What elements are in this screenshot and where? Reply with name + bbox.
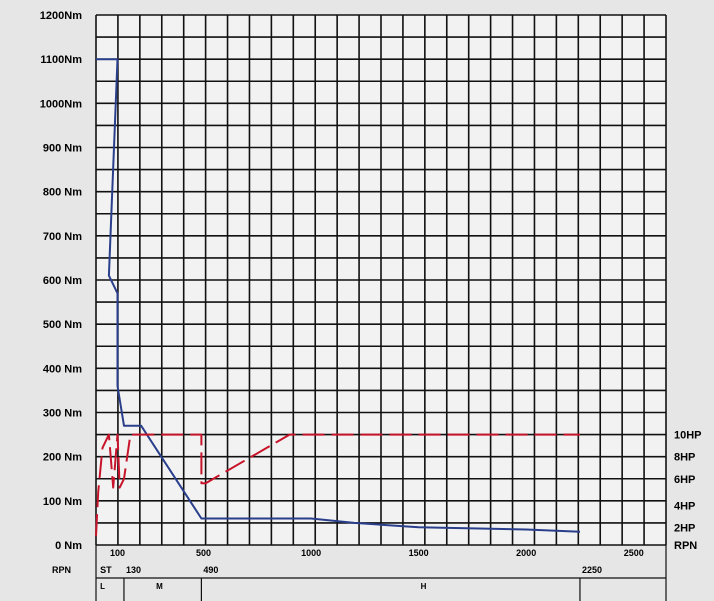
y-tick-label: 900 Nm (43, 143, 82, 155)
y-tick-label: 600 Nm (43, 275, 82, 287)
x-tick-label: 500 (196, 548, 211, 558)
y-tick-label: 1100Nm (40, 54, 82, 66)
x-tick-label: 2000 (516, 548, 536, 558)
y-tick-label: 1200Nm (40, 10, 82, 22)
y-tick-label: 200 Nm (43, 452, 82, 464)
y-tick-label: 500 Nm (43, 319, 82, 331)
y-tick-labels: 0 Nm 100 Nm 200 Nm 300 Nm 400 Nm 500 Nm 600 Nm… (40, 10, 82, 552)
x-tick-labels: 100 500 1000 1500 2000 2500 (110, 548, 644, 558)
secondary-axis-label: RPN (674, 540, 697, 552)
y-tick-label: 1000Nm (40, 98, 82, 110)
hp-tick-label: 6HP (674, 474, 695, 486)
y-tick-label: 0 Nm (55, 540, 82, 552)
x-axis-label: RPN (52, 565, 71, 575)
y-tick-label: 300 Nm (43, 408, 82, 420)
y-tick-label: 400 Nm (43, 363, 82, 375)
bottom-row-label: M (156, 582, 163, 591)
y-tick-label: 800 Nm (43, 187, 82, 199)
hp-tick-label: 8HP (674, 452, 695, 464)
hp-tick-label: 2HP (674, 522, 695, 534)
series-layer (95, 58, 581, 537)
grid (95, 14, 667, 601)
hp-tick-label: 10HP (674, 430, 702, 442)
bottom-row-label: L (100, 582, 105, 591)
x-tick-label: 1000 (301, 548, 321, 558)
bottom-row-label: H (421, 582, 427, 591)
power-series-line (95, 433, 580, 537)
x-tick-label: 100 (110, 548, 125, 558)
secondary-row-label: ST (100, 565, 112, 575)
hp-tick-labels: 2HP 4HP 6HP 8HP 10HP (674, 430, 702, 535)
torque-series-line (96, 58, 581, 533)
hp-tick-label: 4HP (674, 500, 695, 512)
y-tick-label: 700 Nm (43, 231, 82, 243)
secondary-row-label: 130 (126, 565, 141, 575)
secondary-row-label: 490 (203, 565, 218, 575)
secondary-row-label: 2250 (582, 565, 602, 575)
x-tick-label: 2500 (624, 548, 644, 558)
x-tick-label: 1500 (409, 548, 429, 558)
y-tick-label: 100 Nm (43, 496, 82, 508)
secondary-row-labels: ST 130 490 2250 L M H (100, 565, 602, 591)
